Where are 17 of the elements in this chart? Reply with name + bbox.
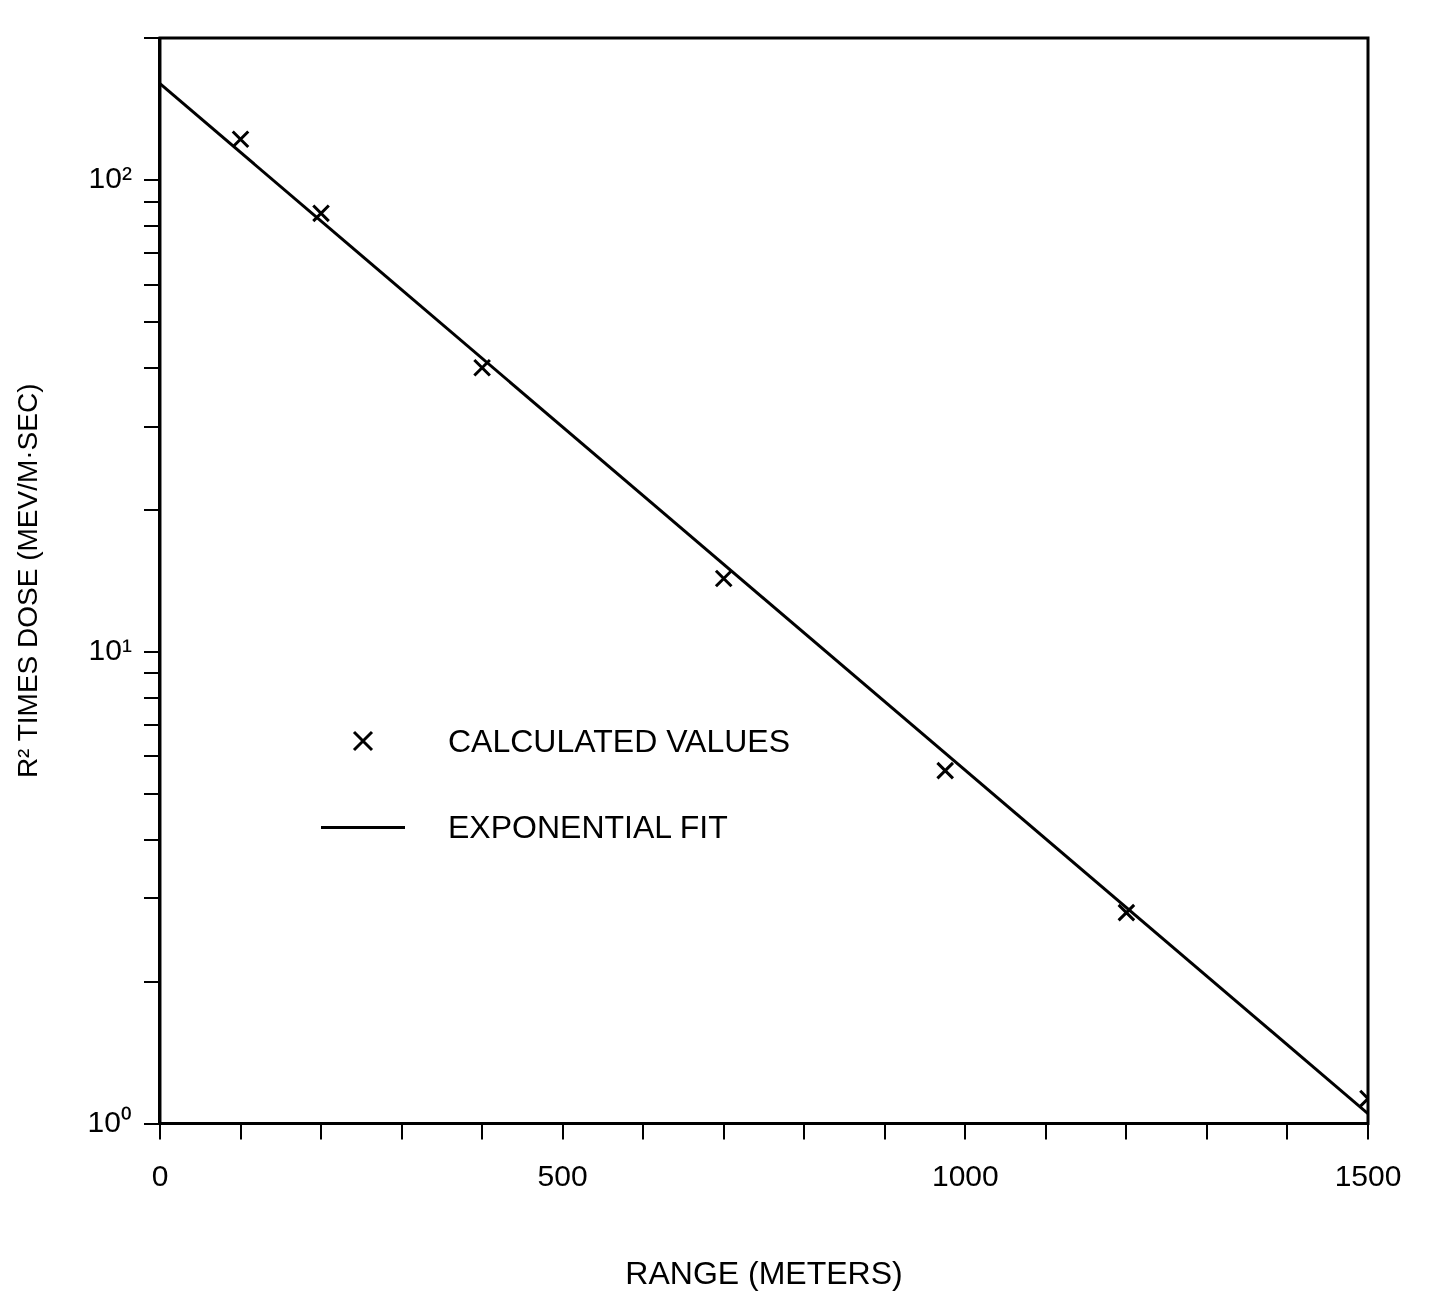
y-tick-label: 10² xyxy=(88,161,132,195)
x-tick-label: 0 xyxy=(151,1158,169,1192)
y-tick-label: 10¹ xyxy=(88,633,132,667)
y-tick-label: 10⁰ xyxy=(87,1104,132,1138)
point xyxy=(231,130,250,149)
point xyxy=(1117,903,1136,922)
y-axis-title: R² TIMES DOSE (MEV/M·SEC) xyxy=(11,383,43,779)
x-tick-label: 1000 xyxy=(931,1158,999,1192)
point xyxy=(714,569,733,588)
legend-label: EXPONENTIAL FIT xyxy=(448,808,728,846)
point xyxy=(472,358,492,378)
x-axis-title: RANGE (METERS) xyxy=(625,1254,903,1291)
point xyxy=(311,204,331,223)
x-tick-label: 500 xyxy=(537,1158,588,1192)
legend-label: CALCULATED VALUES xyxy=(448,722,791,760)
x-tick-label: 1500 xyxy=(1334,1158,1402,1192)
point xyxy=(935,761,955,780)
